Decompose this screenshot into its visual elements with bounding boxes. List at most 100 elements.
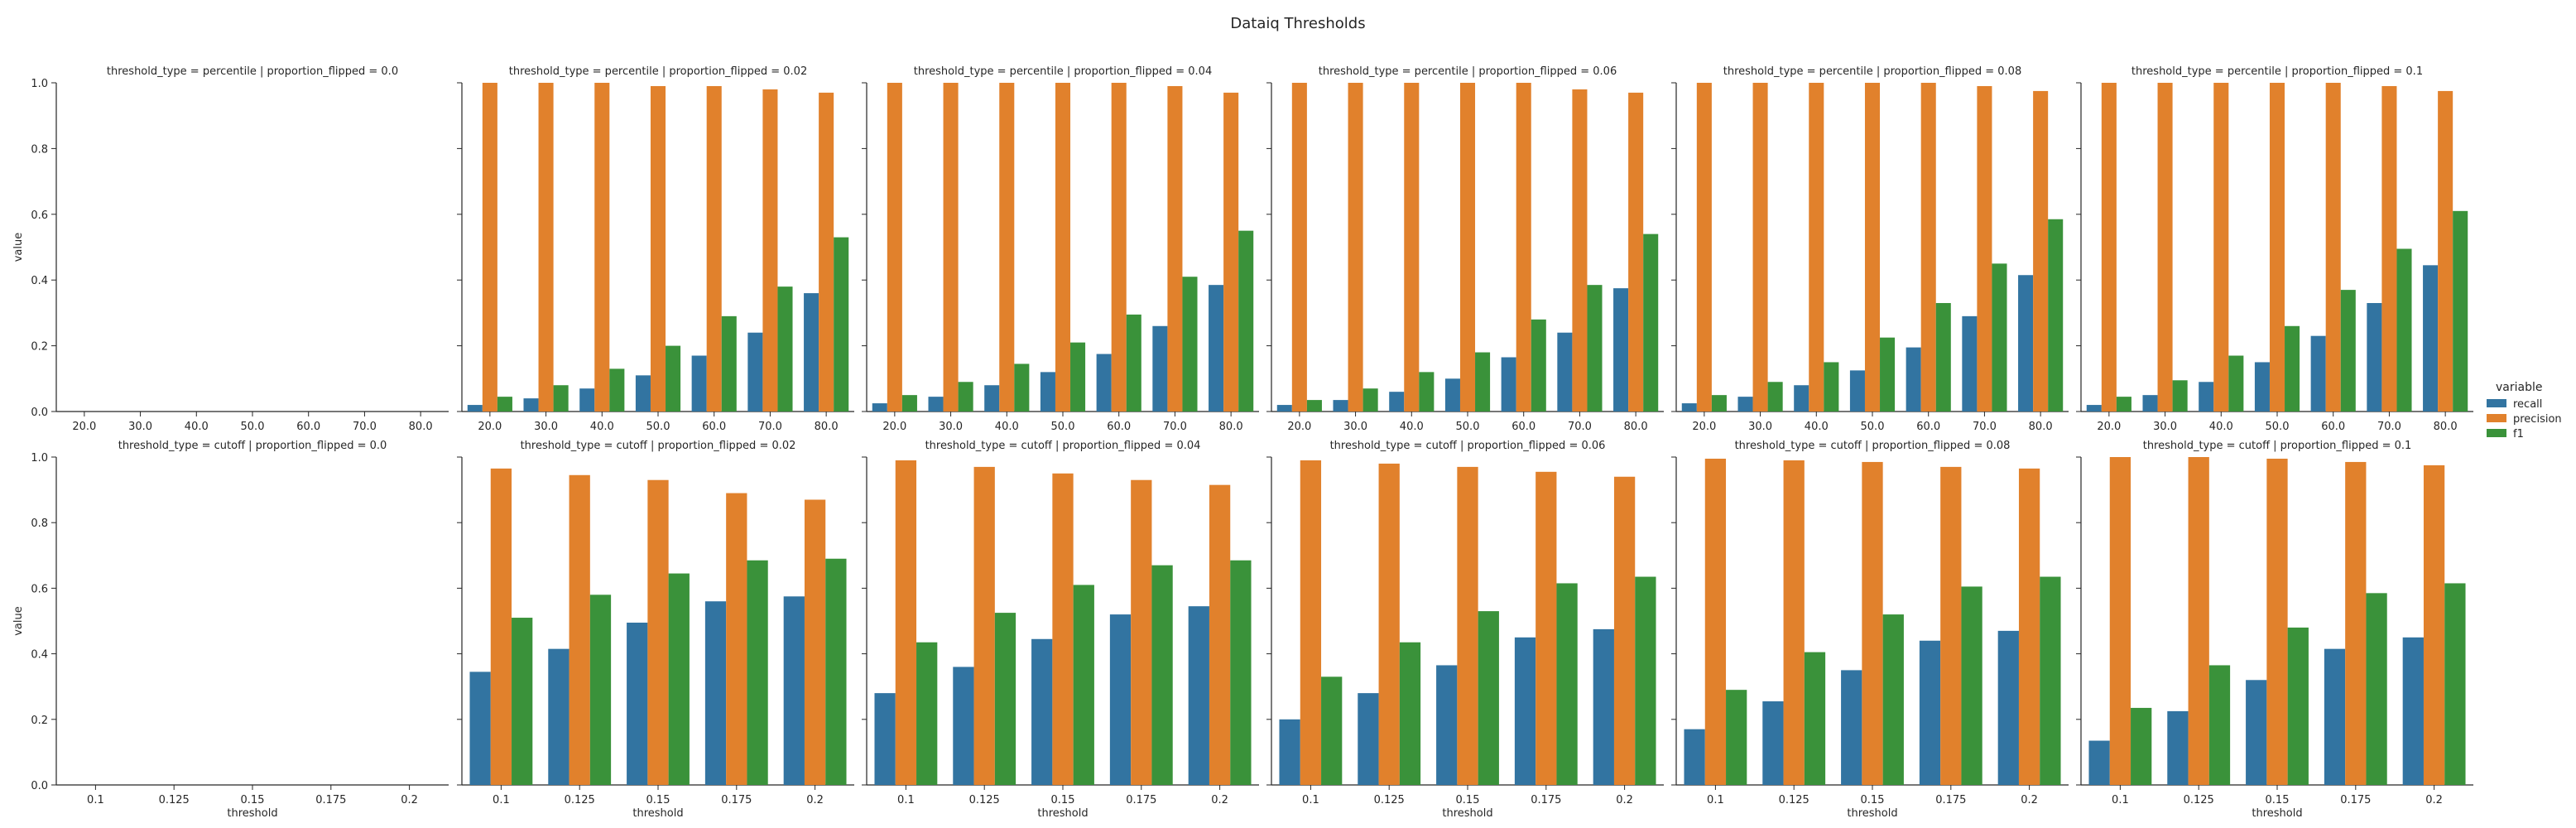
- bar-f1: [1073, 585, 1094, 785]
- x-tick-label: 0.1: [1302, 794, 1319, 806]
- bar-recall: [783, 596, 805, 785]
- bar-recall: [1031, 638, 1053, 785]
- bar-f1: [777, 286, 793, 412]
- x-tick-label: 30.0: [128, 421, 152, 433]
- panel-title: threshold_type = cutoff | proportion_fli…: [521, 440, 796, 452]
- bar-recall: [1684, 729, 1705, 785]
- bar-precision: [973, 466, 995, 785]
- x-tick-label: 40.0: [995, 421, 1019, 433]
- bar-precision: [819, 92, 834, 412]
- x-tick-label: 0.175: [1935, 794, 1966, 806]
- x-tick-label: 40.0: [590, 421, 614, 433]
- y-tick-label: 1.0: [31, 78, 48, 90]
- x-tick-label: 80.0: [409, 421, 433, 433]
- bar-precision: [1977, 85, 1992, 412]
- bar-f1: [721, 315, 737, 412]
- bar-f1: [1230, 560, 1252, 785]
- bar-recall: [1997, 630, 2019, 785]
- bar-f1: [2453, 210, 2468, 412]
- bar-precision: [2269, 83, 2285, 412]
- facet-panel: threshold_type = percentile | proportion…: [2076, 65, 2473, 433]
- legend-title: variable: [2496, 381, 2542, 394]
- bar-recall: [548, 648, 570, 785]
- bar-recall: [1040, 372, 1055, 412]
- bar-recall: [2246, 680, 2267, 785]
- bar-precision: [887, 83, 902, 412]
- x-tick-label: 40.0: [1805, 421, 1829, 433]
- x-tick-label: 60.0: [1511, 421, 1536, 433]
- bar-recall: [1962, 315, 1978, 412]
- bar-precision: [1167, 85, 1183, 412]
- bar-f1: [994, 613, 1016, 785]
- x-tick-label: 0.125: [1779, 794, 1809, 806]
- x-tick-label: 0.1: [493, 794, 510, 806]
- panel-title: threshold_type = cutoff | proportion_fli…: [925, 440, 1201, 452]
- x-tick-label: 50.0: [2266, 421, 2290, 433]
- x-tick-label: 50.0: [1456, 421, 1480, 433]
- bar-precision: [1704, 458, 1727, 785]
- x-tick-label: 70.0: [353, 421, 377, 433]
- x-tick-label: 30.0: [534, 421, 558, 433]
- x-tick-label: 50.0: [241, 421, 265, 433]
- x-tick-label: 0.1: [87, 794, 104, 806]
- bar-f1: [1321, 676, 1343, 785]
- legend-swatch-precision: [2487, 414, 2506, 422]
- bar-precision: [943, 83, 959, 412]
- facet-panel: threshold_type = percentile | proportion…: [1671, 65, 2069, 433]
- panel-title: threshold_type = percentile | proportion…: [1723, 65, 2021, 78]
- bar-f1: [958, 382, 973, 412]
- x-tick-label: 0.2: [1211, 794, 1228, 806]
- y-tick-label: 0.8: [31, 518, 48, 530]
- bar-recall: [469, 672, 491, 785]
- bar-recall: [2254, 362, 2270, 412]
- x-tick-label: 0.125: [1374, 794, 1405, 806]
- x-tick-label: 0.15: [646, 794, 670, 806]
- bar-recall: [1737, 397, 1753, 412]
- bar-precision: [1628, 92, 1644, 412]
- bar-precision: [1378, 463, 1400, 785]
- y-tick-label: 0.8: [31, 143, 48, 156]
- x-tick-label: 30.0: [1343, 421, 1367, 433]
- bar-precision: [2423, 465, 2445, 785]
- bar-f1: [2131, 707, 2152, 785]
- bar-f1: [2366, 593, 2387, 785]
- bar-precision: [2325, 83, 2341, 412]
- x-axis-label: threshold: [1847, 807, 1897, 820]
- bar-recall: [984, 385, 1000, 412]
- y-tick-label: 0.4: [31, 649, 48, 662]
- bar-recall: [2324, 648, 2346, 785]
- bar-precision: [706, 85, 722, 412]
- bar-recall: [1501, 357, 1516, 412]
- bar-precision: [762, 89, 778, 412]
- facet-panel: threshold_type = cutoff | proportion_fli…: [2076, 440, 2473, 820]
- x-tick-label: 60.0: [1916, 421, 1940, 433]
- bar-f1: [1726, 690, 1747, 785]
- bar-precision: [647, 479, 669, 785]
- x-tick-label: 0.1: [897, 794, 915, 806]
- bar-precision: [1111, 83, 1127, 412]
- x-tick-label: 50.0: [646, 421, 670, 433]
- figure-title: Dataiq Thresholds: [1230, 15, 1365, 32]
- facet-panel: threshold_type = percentile | proportion…: [1266, 65, 1664, 433]
- y-tick-label: 1.0: [31, 452, 48, 465]
- x-tick-label: 20.0: [882, 421, 906, 433]
- bar-recall: [1279, 719, 1300, 785]
- bar-f1: [1587, 285, 1603, 412]
- bar-f1: [834, 237, 849, 412]
- x-tick-label: 0.125: [565, 794, 595, 806]
- bar-precision: [1291, 83, 1307, 412]
- x-tick-label: 0.2: [401, 794, 418, 806]
- x-axis-label: threshold: [1037, 807, 1088, 820]
- x-tick-label: 20.0: [72, 421, 96, 433]
- bar-recall: [2423, 265, 2439, 412]
- bar-recall: [1613, 288, 1629, 412]
- bar-precision: [650, 85, 666, 412]
- bar-precision: [1516, 83, 1531, 412]
- facet-panel: threshold_type = cutoff | proportion_fli…: [12, 440, 449, 820]
- bar-f1: [1635, 576, 1656, 785]
- panel-title: threshold_type = cutoff | proportion_fli…: [1330, 440, 1606, 452]
- panel-title: threshold_type = percentile | proportion…: [1319, 65, 1617, 78]
- x-tick-label: 60.0: [1107, 421, 1131, 433]
- x-tick-label: 20.0: [478, 421, 502, 433]
- bar-precision: [1223, 92, 1239, 412]
